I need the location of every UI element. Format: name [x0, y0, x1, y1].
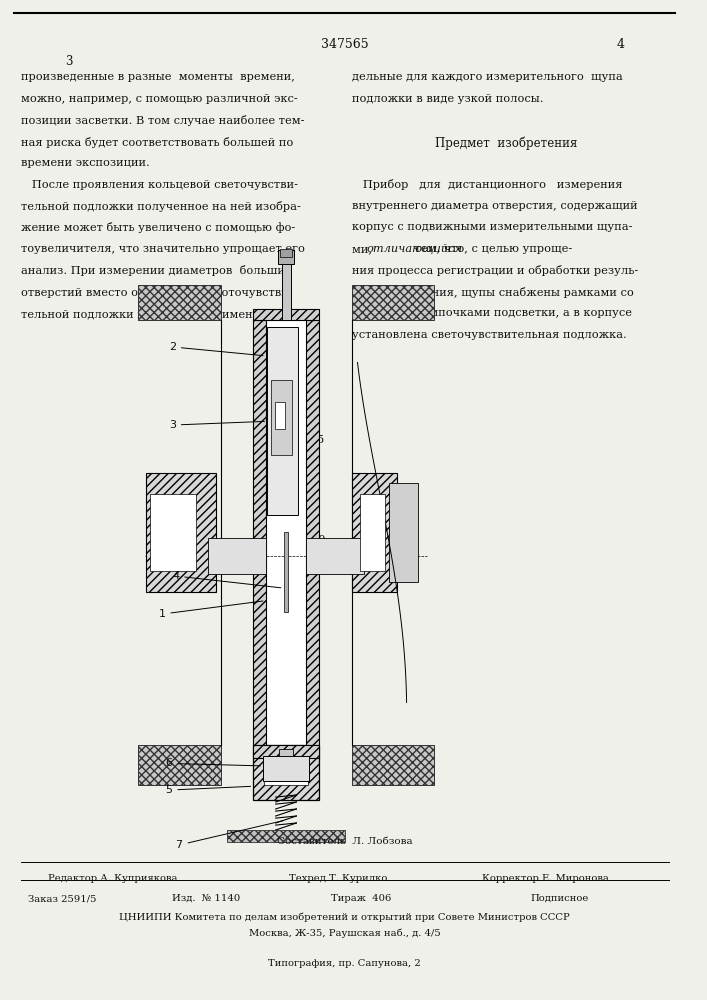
Text: ЦНИИПИ Комитета по делам изобретений и открытий при Совете Министров СССР: ЦНИИПИ Комитета по делам изобретений и о… — [119, 912, 570, 922]
Text: 4: 4 — [617, 38, 624, 51]
Text: можно, например, с помощью различной экс-: можно, например, с помощью различной экс… — [21, 94, 298, 104]
Bar — [279, 749, 293, 756]
Text: установлена светочувствительная подложка.: установлена светочувствительная подложка… — [351, 330, 626, 340]
Bar — [275, 402, 285, 429]
Bar — [264, 760, 308, 785]
Bar — [351, 285, 434, 320]
Bar — [263, 756, 309, 781]
Bar — [281, 250, 291, 320]
Text: произведенные в разные  моменты  времени,: произведенные в разные моменты времени, — [21, 72, 295, 82]
Text: тельной подложки могут быть применены от-: тельной подложки могут быть применены от… — [21, 308, 296, 320]
Text: ми,: ми, — [351, 244, 375, 254]
Bar — [389, 483, 418, 582]
Text: тоувеличителя, что значительно упрощает его: тоувеличителя, что значительно упрощает … — [21, 244, 305, 254]
Text: 3: 3 — [169, 420, 264, 430]
Text: тельной подложки полученное на ней изобра-: тельной подложки полученное на ней изобр… — [21, 201, 300, 212]
Text: дельные для каждого измерительного  щупа: дельные для каждого измерительного щупа — [351, 72, 622, 82]
Bar — [267, 327, 298, 515]
Text: 5: 5 — [165, 785, 250, 795]
Text: подложки в виде узкой полосы.: подложки в виде узкой полосы. — [351, 94, 543, 104]
Text: После проявления кольцевой светочувстви-: После проявления кольцевой светочувстви- — [21, 180, 298, 190]
Text: 347565: 347565 — [321, 38, 368, 51]
Text: отличающийся: отличающийся — [366, 244, 462, 254]
Bar — [284, 532, 288, 612]
Bar — [228, 830, 344, 842]
Bar — [351, 473, 397, 592]
Text: Изд.  № 1140: Изд. № 1140 — [173, 894, 240, 903]
Bar — [146, 473, 216, 592]
Text: Предмет  изобретения: Предмет изобретения — [436, 137, 578, 150]
Text: ная риска будет соответствовать большей по: ная риска будет соответствовать большей … — [21, 137, 293, 148]
Bar — [280, 249, 292, 257]
Bar — [253, 745, 319, 758]
Text: 4: 4 — [172, 571, 281, 588]
Text: Составитель  Л. Лобзова: Составитель Л. Лобзова — [277, 837, 412, 846]
Text: ния процесса регистрации и обработки резуль-: ния процесса регистрации и обработки рез… — [351, 265, 638, 276]
Bar — [360, 494, 385, 571]
Bar — [209, 538, 266, 574]
Text: 1: 1 — [158, 601, 263, 619]
Text: тем, что, с целью упроще-: тем, что, с целью упроще- — [411, 244, 572, 254]
Text: Редактор А. Куприякова: Редактор А. Куприякова — [48, 874, 177, 883]
Bar — [351, 745, 434, 785]
Text: Подписное: Подписное — [531, 894, 589, 903]
Bar — [266, 309, 306, 758]
Text: 10: 10 — [312, 535, 327, 545]
Text: 6: 6 — [165, 758, 260, 768]
Bar — [271, 380, 292, 455]
Text: 7: 7 — [175, 821, 284, 850]
Text: анализ. При измерении диаметров  больших: анализ. При измерении диаметров больших — [21, 265, 291, 276]
Text: жение может быть увеличено с помощью фо-: жение может быть увеличено с помощью фо- — [21, 222, 295, 233]
Text: Тираж  406: Тираж 406 — [331, 894, 391, 903]
Text: 3: 3 — [65, 55, 73, 68]
Text: щелями и лампочками подсветки, а в корпусе: щелями и лампочками подсветки, а в корпу… — [351, 308, 631, 318]
Bar — [279, 250, 293, 264]
Text: Корректор Е. Миронова: Корректор Е. Миронова — [482, 874, 609, 883]
Text: татов измерения, щупы снабжены рамками со: татов измерения, щупы снабжены рамками с… — [351, 287, 633, 298]
Text: Техред Т. Курилко: Техред Т. Курилко — [289, 874, 388, 883]
Text: 5: 5 — [317, 435, 324, 445]
Text: Прибор   для  дистанционного   измерения: Прибор для дистанционного измерения — [351, 180, 622, 190]
Text: Москва, Ж-35, Раушская наб., д. 4/5: Москва, Ж-35, Раушская наб., д. 4/5 — [249, 929, 440, 938]
Bar — [138, 285, 221, 320]
Bar — [253, 309, 319, 320]
Text: времени экспозиции.: времени экспозиции. — [21, 158, 149, 168]
Text: позиции засветки. В том случае наиболее тем-: позиции засветки. В том случае наиболее … — [21, 115, 304, 126]
Bar — [253, 320, 266, 745]
Text: корпус с подвижными измерительными щупа-: корпус с подвижными измерительными щупа- — [351, 222, 632, 232]
Bar — [138, 745, 221, 785]
Text: отверстий вместо одной общей фоточувстви-: отверстий вместо одной общей фоточувстви… — [21, 287, 292, 298]
Text: внутреннего диаметра отверстия, содержащий: внутреннего диаметра отверстия, содержащ… — [351, 201, 637, 211]
Bar — [306, 320, 319, 745]
Bar — [306, 538, 363, 574]
Text: Типография, пр. Сапунова, 2: Типография, пр. Сапунова, 2 — [268, 959, 421, 968]
Text: Заказ 2591/5: Заказ 2591/5 — [28, 894, 96, 903]
Text: 2: 2 — [169, 342, 263, 356]
Bar — [253, 745, 319, 800]
Bar — [151, 494, 196, 571]
